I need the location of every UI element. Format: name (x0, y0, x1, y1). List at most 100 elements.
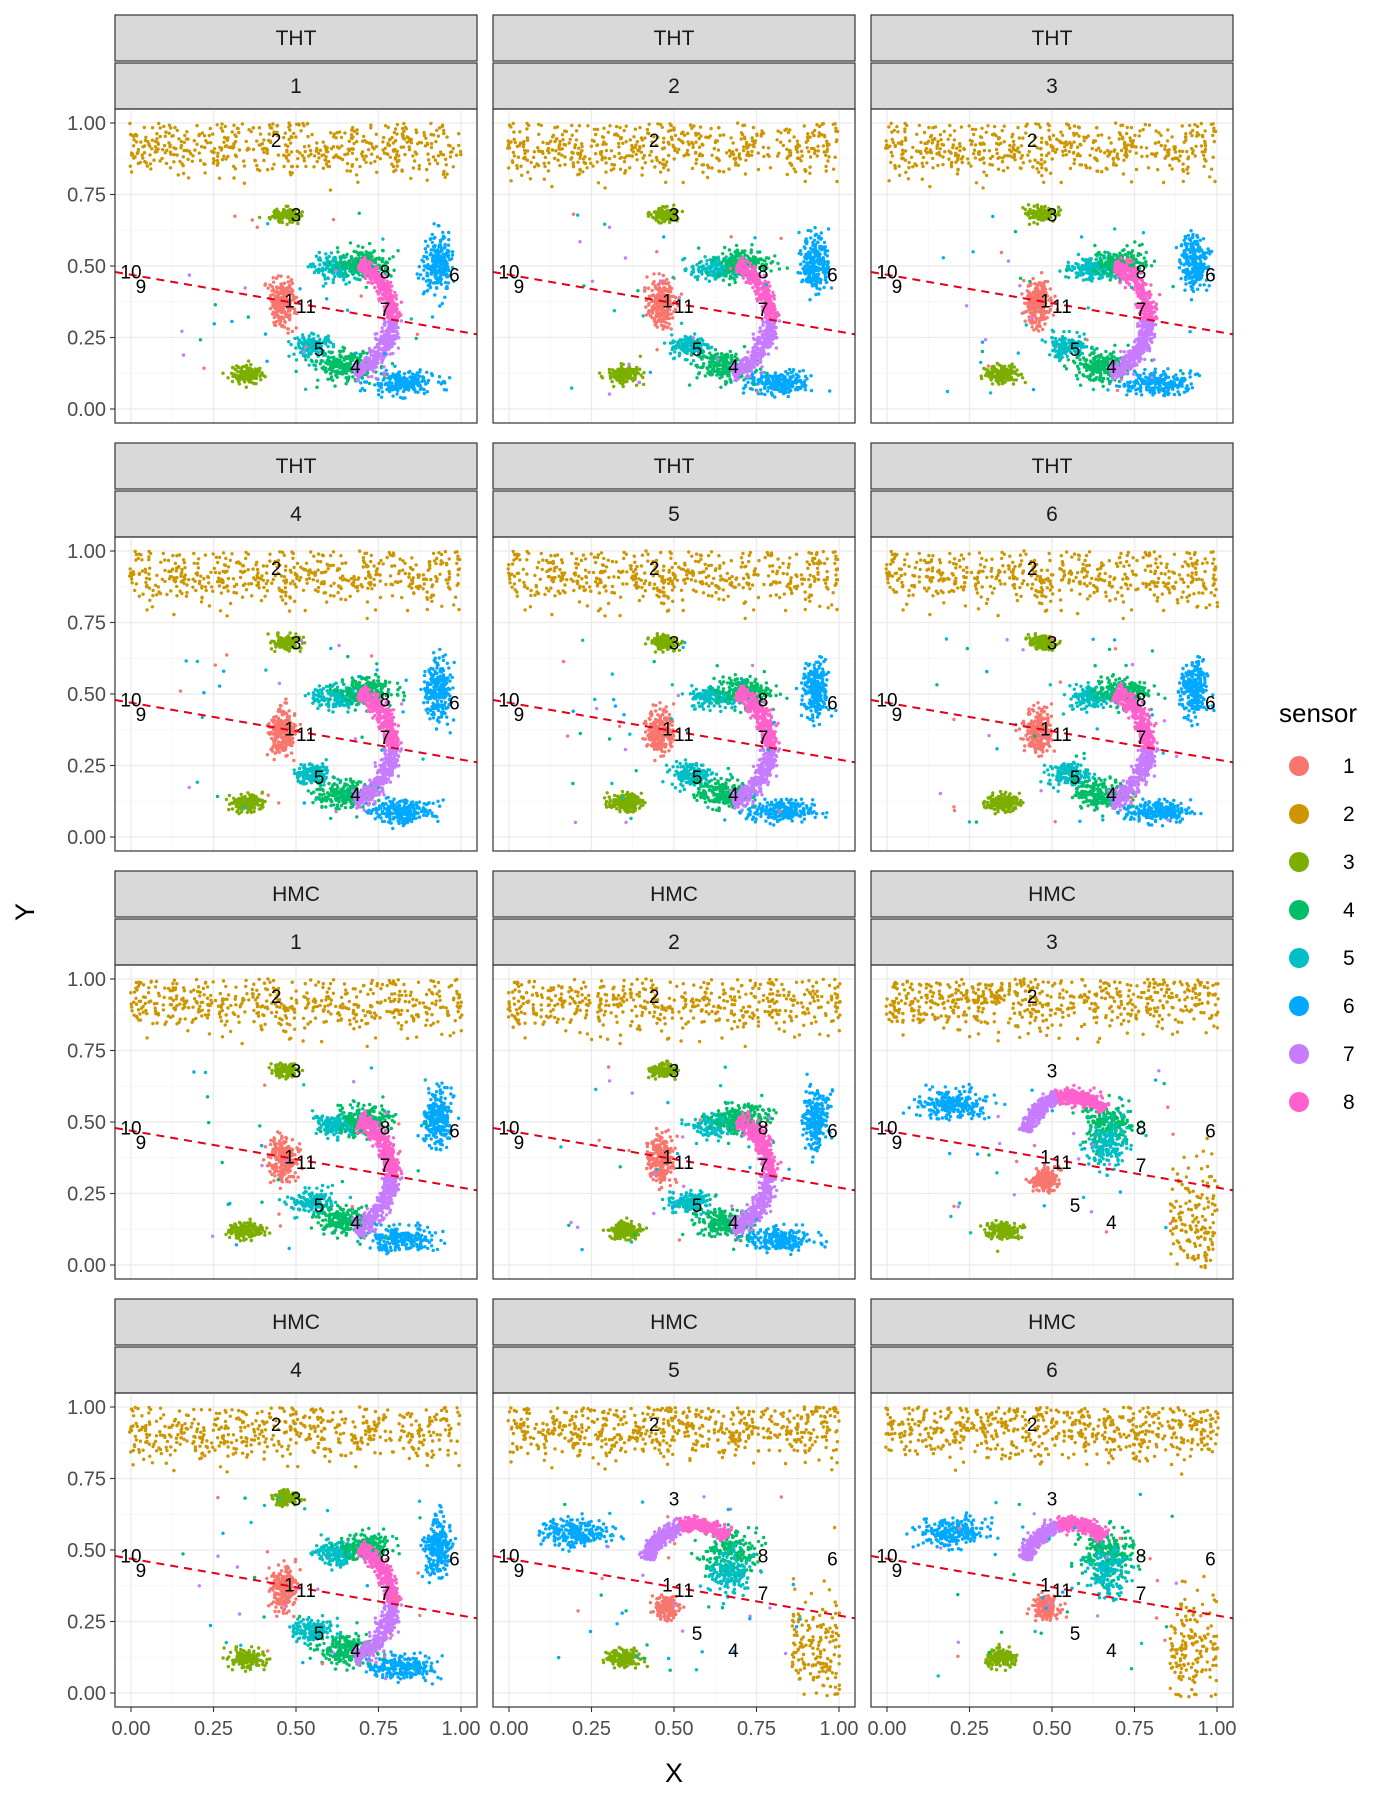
data-point (377, 384, 381, 388)
data-point (328, 359, 332, 364)
data-point (334, 136, 338, 140)
data-point (435, 161, 440, 166)
data-point (735, 148, 739, 152)
data-point (604, 170, 608, 174)
data-point (512, 154, 517, 158)
data-point (810, 248, 814, 252)
data-point (797, 369, 802, 374)
data-point (643, 136, 647, 140)
data-point (746, 380, 750, 384)
data-point (353, 361, 357, 366)
data-point (272, 131, 276, 135)
data-point (809, 374, 813, 378)
data-point (233, 139, 238, 144)
data-point (714, 260, 718, 265)
data-point (786, 394, 790, 399)
data-point (412, 159, 417, 163)
data-point (671, 275, 675, 280)
data-point (384, 260, 388, 264)
data-point (663, 214, 667, 218)
data-point (813, 128, 817, 133)
data-point (668, 341, 673, 345)
data-point (150, 126, 155, 130)
data-point (429, 121, 433, 126)
data-point (733, 280, 737, 285)
data-point (418, 273, 423, 277)
data-point (344, 376, 348, 380)
data-point (826, 227, 831, 231)
data-point (525, 158, 530, 162)
data-point (511, 150, 516, 155)
data-point (176, 173, 180, 177)
data-point (149, 167, 153, 171)
data-point (332, 259, 337, 263)
data-point (700, 267, 705, 271)
data-point (359, 381, 363, 385)
data-point (295, 149, 299, 153)
data-point (242, 164, 247, 168)
data-point (400, 376, 405, 381)
data-point (381, 342, 386, 346)
data-point (287, 340, 291, 344)
data-point (360, 267, 364, 272)
data-point (219, 126, 223, 130)
data-point (158, 126, 162, 130)
data-point (302, 124, 306, 128)
data-point (237, 382, 242, 386)
data-point (536, 122, 541, 127)
data-point (135, 134, 139, 138)
data-point (355, 277, 359, 281)
data-point (168, 150, 173, 154)
data-point (375, 289, 379, 293)
data-point (247, 147, 251, 151)
data-point (672, 157, 676, 161)
data-point (375, 332, 379, 336)
data-point (680, 209, 685, 214)
data-point (350, 136, 354, 141)
data-point (625, 369, 630, 374)
data-point (418, 382, 422, 387)
data-point (316, 378, 320, 382)
data-point (359, 260, 363, 264)
data-point (363, 273, 368, 277)
data-point (282, 325, 286, 329)
data-point (200, 145, 204, 149)
data-point (294, 369, 298, 374)
data-point (400, 169, 404, 173)
data-point (826, 264, 830, 268)
data-point (672, 203, 676, 207)
data-point (644, 305, 648, 309)
data-point (316, 354, 320, 358)
data-point (351, 272, 355, 276)
data-point (659, 221, 664, 225)
data-point (800, 384, 804, 388)
data-point (628, 166, 632, 170)
data-point (792, 135, 796, 139)
data-point (673, 295, 678, 300)
data-point (654, 155, 659, 160)
data-point (282, 153, 286, 157)
data-point (816, 261, 820, 266)
data-point (318, 342, 322, 347)
data-point (363, 370, 367, 374)
data-point (129, 170, 134, 174)
data-point (672, 356, 676, 360)
data-point (128, 121, 132, 126)
data-point (686, 131, 690, 136)
data-point (290, 291, 294, 296)
data-point (647, 294, 652, 298)
data-point (391, 141, 396, 145)
data-point (783, 388, 788, 393)
data-point (281, 285, 285, 290)
data-point (296, 221, 300, 226)
data-point (429, 264, 434, 269)
data-point (646, 286, 651, 290)
data-point (324, 252, 328, 256)
data-point (299, 129, 303, 133)
data-point (658, 160, 662, 165)
data-point (207, 133, 211, 138)
data-point (391, 373, 395, 378)
data-point (262, 146, 266, 151)
data-point (776, 129, 780, 133)
data-point (400, 133, 405, 138)
